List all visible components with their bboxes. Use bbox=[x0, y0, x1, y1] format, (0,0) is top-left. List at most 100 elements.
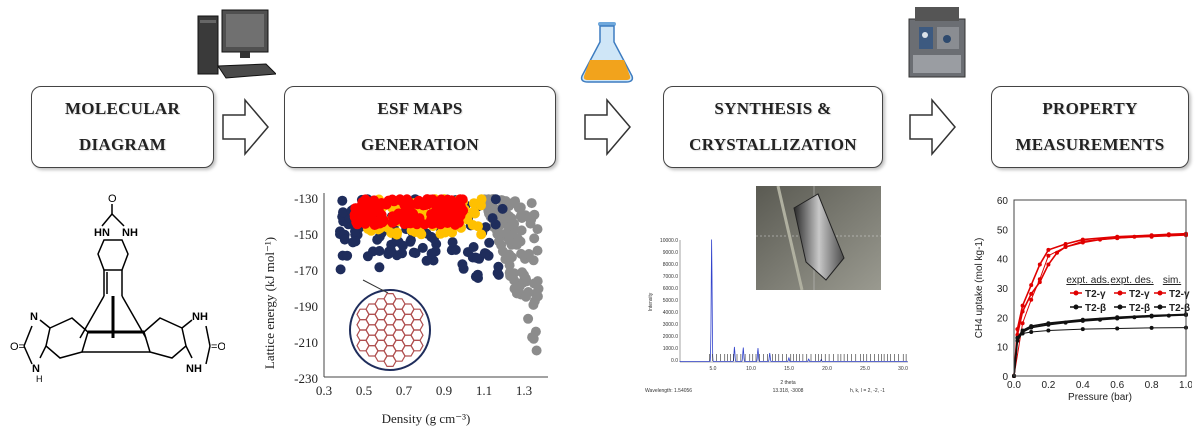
esf-xtick: 1.3 bbox=[516, 383, 532, 398]
esf-point bbox=[374, 246, 385, 256]
svg-text:NH: NH bbox=[186, 363, 202, 375]
pxrd-xlabel: 2 theta bbox=[780, 380, 796, 386]
pxrd-ytick: 3000.0 bbox=[663, 322, 679, 328]
pxrd-coords: 13.318, -3008 bbox=[773, 388, 804, 394]
pxrd-ytick: 4000.0 bbox=[663, 310, 679, 316]
esf-point bbox=[421, 255, 432, 266]
pxrd-xtick: 15.0 bbox=[784, 366, 794, 372]
esf-point bbox=[500, 254, 511, 265]
esf-point bbox=[511, 288, 522, 299]
esf-point bbox=[335, 264, 346, 275]
legend-marker bbox=[1073, 304, 1079, 310]
ch4-point bbox=[1046, 262, 1051, 267]
ch4-point bbox=[1063, 244, 1068, 249]
ch4-series-line bbox=[1013, 232, 1187, 377]
esf-point bbox=[516, 213, 527, 223]
ch4-ytick: 40 bbox=[997, 255, 1009, 266]
ch4-point bbox=[1046, 247, 1051, 252]
esf-point bbox=[512, 233, 523, 244]
pxrd-xtick: 30.0 bbox=[898, 366, 908, 372]
legend-marker bbox=[1073, 290, 1079, 296]
esf-point bbox=[402, 196, 413, 207]
esf-point bbox=[472, 253, 482, 264]
pxrd-xtick: 20.0 bbox=[822, 366, 832, 372]
esf-point bbox=[447, 227, 458, 238]
esf-point bbox=[529, 209, 540, 220]
esf-point bbox=[416, 229, 427, 240]
ch4-point bbox=[1029, 297, 1034, 302]
step-property: PROPERTY MEASUREMENTS bbox=[991, 86, 1189, 168]
esf-point bbox=[427, 194, 438, 205]
ch4-xtick: 0.8 bbox=[1145, 380, 1159, 391]
esf-point bbox=[472, 269, 483, 280]
esf-point bbox=[358, 215, 369, 226]
ch4-yticks: 0 10 20 30 40 50 60 bbox=[997, 196, 1009, 383]
esf-point bbox=[476, 229, 487, 240]
esf-point bbox=[457, 259, 468, 270]
ch4-point bbox=[1149, 313, 1154, 318]
crystal-photo bbox=[756, 186, 881, 290]
esf-point bbox=[374, 262, 385, 273]
ch4-point bbox=[1063, 242, 1068, 246]
esf-point bbox=[519, 270, 530, 281]
esf-ytick: -210 bbox=[294, 335, 318, 350]
ch4-xtick: 0.4 bbox=[1076, 380, 1090, 391]
esf-point bbox=[529, 233, 540, 244]
arrow-icon bbox=[584, 98, 631, 156]
esf-point bbox=[490, 194, 501, 205]
ch4-point bbox=[1046, 321, 1051, 326]
esf-point bbox=[523, 313, 534, 324]
esf-point bbox=[379, 215, 389, 226]
legend-row-label: T2-γ bbox=[1129, 289, 1150, 300]
step-label-line2: GENERATION bbox=[361, 135, 479, 154]
esf-point bbox=[493, 261, 504, 272]
esf-point bbox=[397, 240, 408, 251]
ch4-xtick: 1.0 bbox=[1179, 380, 1192, 391]
ch4-uptake-chart: 0 10 20 30 40 50 60 0.0 0.2 0.4 0.6 0.8 1.0 CH4 upt… bbox=[974, 196, 1192, 403]
esf-point bbox=[434, 218, 445, 229]
step-label-line1: SYNTHESIS & bbox=[714, 99, 832, 118]
svg-text:O: O bbox=[108, 193, 117, 205]
esf-point bbox=[339, 234, 350, 245]
ch4-point bbox=[1080, 327, 1085, 332]
esf-point bbox=[523, 287, 534, 297]
legend-row-label: T2-β bbox=[1085, 303, 1106, 314]
esf-point bbox=[528, 333, 539, 344]
legend-header-des: expt. des. bbox=[1110, 275, 1153, 286]
ch4-xtick: 0.2 bbox=[1041, 380, 1055, 391]
esf-point bbox=[528, 299, 539, 310]
hex-cell bbox=[410, 339, 424, 352]
esf-point bbox=[371, 219, 382, 230]
legend-row-label: T2-β bbox=[1169, 303, 1190, 314]
esf-point bbox=[497, 203, 508, 214]
esf-point bbox=[405, 236, 416, 247]
ch4-point bbox=[1046, 253, 1051, 258]
step-label-line2: MEASUREMENTS bbox=[1015, 135, 1165, 154]
pxrd-ytick: 6000.0 bbox=[663, 286, 679, 292]
ch4-ytick: 10 bbox=[997, 343, 1009, 354]
instrument-icon bbox=[908, 7, 966, 78]
esf-point bbox=[473, 221, 483, 232]
esf-xtick: 0.3 bbox=[316, 383, 332, 398]
esf-point bbox=[532, 245, 543, 256]
step-label-line2: DIAGRAM bbox=[78, 135, 167, 154]
esf-point bbox=[364, 208, 375, 219]
ch4-ylabel-text: CH4 uptake (mol kg-1) bbox=[974, 238, 985, 339]
esf-point bbox=[497, 212, 508, 223]
esf-xtick: 0.7 bbox=[396, 383, 413, 398]
legend-marker bbox=[1117, 290, 1123, 296]
svg-text:HN: HN bbox=[94, 227, 110, 239]
ch4-ylabel: CH4 uptake (mol kg-1) bbox=[974, 238, 985, 339]
esf-point bbox=[505, 270, 516, 281]
ch4-ytick: 50 bbox=[997, 225, 1009, 236]
esf-point bbox=[351, 203, 362, 214]
pxrd-wavelength: Wavelength: 1.54056 bbox=[645, 388, 692, 394]
step-label-line2: CRYSTALLIZATION bbox=[689, 135, 857, 154]
pxrd-xtick: 5.0 bbox=[710, 366, 717, 372]
esf-ytick: -230 bbox=[294, 371, 318, 386]
esf-point bbox=[410, 248, 421, 259]
arrow-icon bbox=[222, 98, 269, 156]
esf-point bbox=[532, 224, 543, 235]
ch4-point bbox=[1149, 234, 1154, 239]
ch4-point bbox=[1115, 315, 1120, 320]
